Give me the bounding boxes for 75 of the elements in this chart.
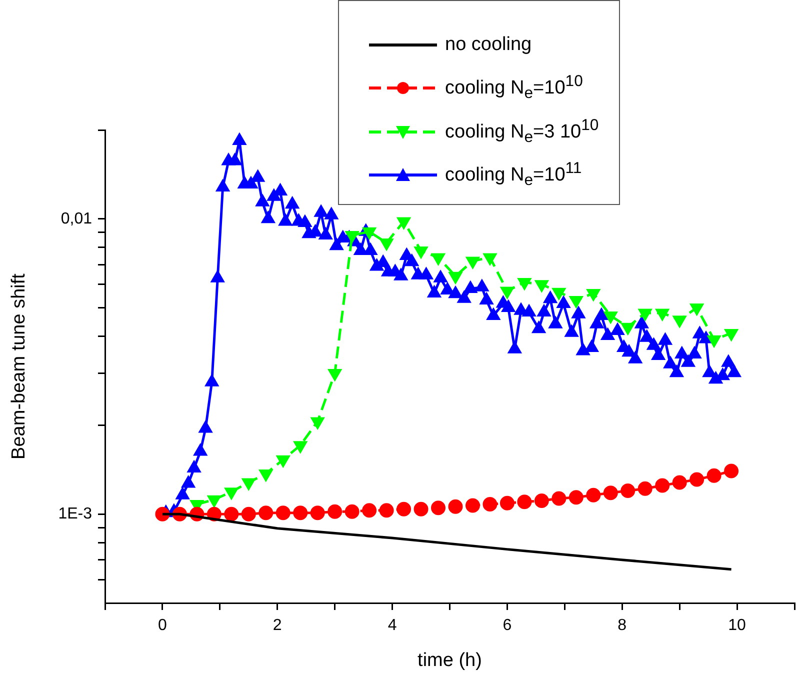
x-tick-label: 6 [502, 617, 512, 634]
point [706, 468, 722, 483]
point [397, 217, 410, 229]
point [380, 238, 393, 250]
point [724, 328, 738, 340]
point [708, 335, 721, 347]
point [724, 464, 739, 478]
point [362, 503, 377, 518]
point [414, 246, 428, 258]
point [224, 506, 239, 522]
point [259, 470, 272, 482]
point [673, 316, 686, 328]
point [570, 296, 583, 308]
y-axis-title: Beam-beam tune shift [8, 272, 30, 460]
point [690, 472, 704, 487]
point [448, 499, 463, 514]
point [432, 253, 445, 265]
point [208, 495, 221, 507]
legend-label: cooling N$_{e}$=10$^{10}$ [445, 73, 583, 104]
point [517, 494, 532, 510]
point [621, 322, 634, 334]
point [586, 288, 600, 300]
point [484, 253, 496, 265]
point [379, 503, 394, 518]
point [276, 455, 290, 467]
point [311, 417, 324, 429]
point [344, 504, 360, 519]
point [465, 498, 480, 513]
y-tick-label: 0,01 [60, 210, 92, 228]
point [656, 308, 669, 320]
point [414, 502, 428, 516]
point [346, 231, 359, 243]
point [431, 500, 446, 516]
x-tick-label: 0 [158, 617, 168, 634]
legend-label: no cooling [445, 34, 532, 56]
point [328, 369, 342, 381]
point [586, 488, 601, 502]
x-tick-label: 2 [272, 617, 282, 634]
point [294, 441, 307, 453]
point [568, 490, 584, 505]
point [604, 311, 618, 323]
point [552, 288, 566, 300]
point [638, 308, 652, 320]
point [276, 506, 290, 520]
point [638, 481, 652, 496]
point [552, 491, 566, 506]
point [620, 483, 636, 498]
point [534, 493, 549, 508]
point [241, 506, 256, 522]
point [518, 278, 531, 290]
x-tick-label: 10 [728, 617, 746, 634]
point [500, 286, 514, 298]
point [258, 506, 274, 520]
x-axis-title: time (h) [418, 650, 482, 671]
point [224, 488, 238, 500]
point [500, 496, 514, 510]
point [655, 478, 670, 493]
point [482, 497, 498, 512]
legend-label: cooling N$_{e}$=3 10$^{10}$ [445, 116, 599, 147]
point [242, 478, 256, 490]
point [672, 475, 687, 490]
point [310, 506, 325, 520]
point [449, 272, 462, 284]
point [466, 256, 480, 268]
point [328, 504, 342, 519]
x-tick-label: 8 [618, 617, 627, 634]
x-tick-label: 4 [388, 617, 397, 634]
point [362, 227, 376, 239]
point [603, 486, 618, 500]
point [293, 506, 308, 520]
legend-label: cooling N$_{e}$=10$^{11}$ [445, 160, 582, 190]
point [690, 304, 704, 316]
point [535, 280, 548, 292]
point [396, 502, 412, 516]
y-tick-label: 1E-3 [58, 506, 92, 523]
